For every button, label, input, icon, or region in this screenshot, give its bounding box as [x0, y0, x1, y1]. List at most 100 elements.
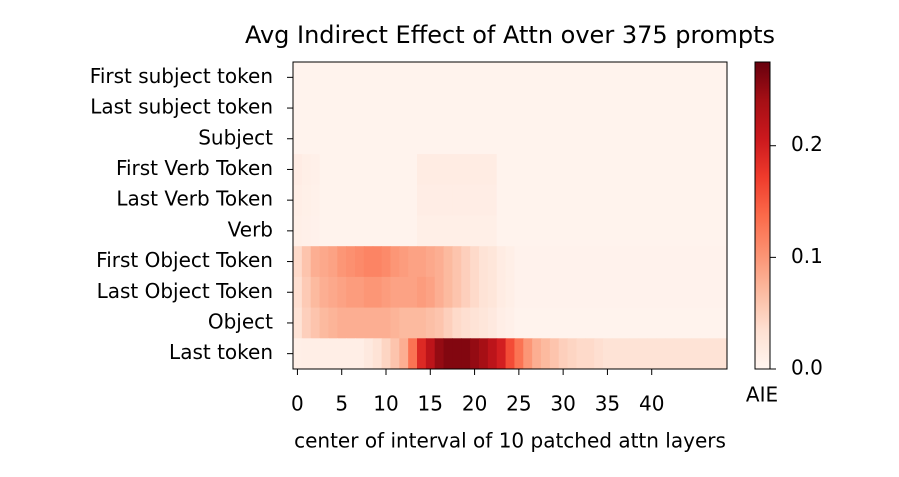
heatmap-cell: [682, 62, 693, 94]
heatmap-cell: [585, 246, 595, 278]
heatmap-cell: [673, 276, 684, 309]
heatmap-cell: [514, 62, 524, 94]
heatmap-cell: [301, 123, 312, 155]
heatmap-cell: [682, 246, 693, 278]
heatmap-cell: [328, 338, 338, 370]
heatmap-cell: [638, 246, 648, 278]
heatmap-cell: [665, 215, 675, 247]
heatmap-cell: [558, 307, 569, 339]
heatmap-cell: [514, 184, 524, 216]
heatmap-cell: [425, 62, 436, 94]
heatmap-cell: [470, 62, 480, 94]
heatmap-cell: [567, 307, 577, 339]
heatmap-cell: [700, 123, 710, 155]
heatmap-cell: [647, 62, 657, 94]
heatmap-cell: [461, 276, 471, 309]
heatmap-cell: [523, 123, 533, 155]
heatmap-cell: [585, 154, 595, 186]
heatmap-cell: [594, 123, 604, 155]
heatmap-cell: [611, 123, 622, 155]
heatmap-cell: [372, 246, 383, 278]
heatmap-cell: [673, 338, 684, 370]
heatmap-cell: [381, 307, 391, 339]
heatmap-cell: [629, 246, 639, 278]
heatmap-cell: [372, 62, 383, 94]
heatmap-cell: [496, 276, 507, 309]
heatmap-cell: [319, 338, 329, 370]
heatmap-cell: [355, 154, 365, 186]
heatmap-cell: [293, 338, 303, 370]
heatmap-cell: [355, 338, 365, 370]
heatmap-cell: [452, 123, 462, 155]
heatmap-cell: [408, 276, 418, 309]
heatmap-cell: [293, 184, 303, 216]
heatmap-cell: [434, 307, 445, 339]
heatmap-cell: [372, 307, 383, 339]
heatmap-cell: [549, 154, 560, 186]
heatmap-cell: [399, 92, 409, 124]
heatmap-cell: [514, 123, 524, 155]
heatmap-cell: [408, 154, 418, 186]
heatmap-cell: [523, 184, 533, 216]
heatmap-cell: [417, 154, 427, 186]
heatmap-cell: [408, 92, 418, 124]
y-tick-label: First Object Token: [96, 248, 273, 272]
heatmap-cell: [399, 338, 409, 370]
heatmap-cell: [390, 154, 400, 186]
heatmap-cell: [434, 123, 445, 155]
heatmap-cell: [682, 154, 693, 186]
heatmap-cell: [461, 246, 471, 278]
heatmap-cell: [319, 154, 329, 186]
heatmap-cell: [301, 62, 312, 94]
heatmap-cell: [293, 92, 303, 124]
heatmap-cell: [594, 246, 604, 278]
heatmap-cell: [390, 338, 400, 370]
heatmap-cell: [541, 184, 551, 216]
heatmap-cell: [452, 184, 462, 216]
heatmap-cell: [594, 276, 604, 309]
heatmap-cell: [549, 92, 560, 124]
heatmap-cell: [532, 338, 542, 370]
heatmap-cell: [337, 338, 347, 370]
heatmap-cell: [700, 154, 710, 186]
heatmap-cell: [337, 246, 347, 278]
heatmap-cell: [718, 307, 728, 339]
heatmap-cell: [691, 215, 701, 247]
heatmap-cell: [567, 276, 577, 309]
heatmap-cell: [709, 62, 719, 94]
heatmap-cell: [346, 338, 356, 370]
heatmap-cell: [310, 307, 321, 339]
x-axis-label: center of interval of 10 patched attn la…: [294, 429, 726, 453]
heatmap-cell: [603, 215, 613, 247]
heatmap-cell: [647, 307, 657, 339]
heatmap-cell: [452, 246, 462, 278]
heatmap-cell: [425, 307, 436, 339]
heatmap-cell: [479, 92, 489, 124]
heatmap-cell: [390, 62, 400, 94]
heatmap-cell: [363, 123, 374, 155]
heatmap-cell: [434, 154, 445, 186]
heatmap-cell: [328, 123, 338, 155]
heatmap-cell: [594, 184, 604, 216]
heatmap-cell: [328, 154, 338, 186]
heatmap-cell: [328, 246, 338, 278]
heatmap-cell: [337, 62, 347, 94]
heatmap-cell: [567, 62, 577, 94]
heatmap-cell: [709, 307, 719, 339]
heatmap-cell: [611, 154, 622, 186]
heatmap-cell: [461, 338, 471, 370]
heatmap-cell: [718, 154, 728, 186]
heatmap-cell: [310, 276, 321, 309]
heatmap-cell: [443, 307, 453, 339]
heatmap-cell: [691, 276, 701, 309]
heatmap-cell: [682, 123, 693, 155]
heatmap-cell: [594, 154, 604, 186]
heatmap-cell: [709, 276, 719, 309]
heatmap-cell: [417, 338, 427, 370]
heatmap-cell: [443, 215, 453, 247]
heatmap-cell: [399, 307, 409, 339]
heatmap-cell: [443, 62, 453, 94]
heatmap-cell: [372, 215, 383, 247]
heatmap-cell: [665, 92, 675, 124]
heatmap-cell: [505, 92, 515, 124]
